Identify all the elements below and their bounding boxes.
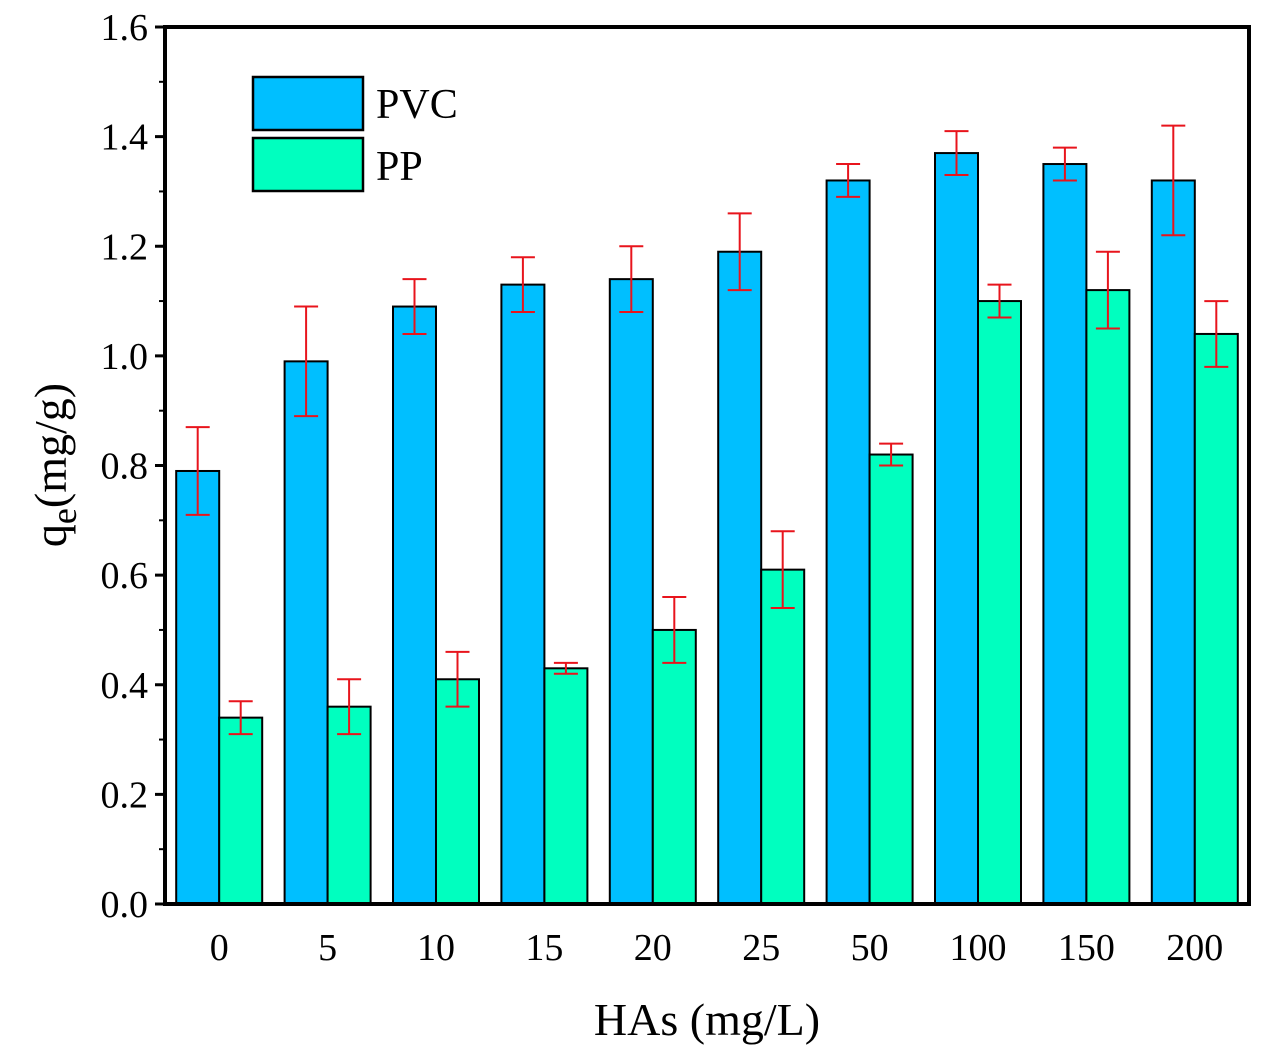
error-bar-pvc-50 [836, 163, 861, 198]
x-tick-label: 20 [634, 927, 672, 969]
y-tick-label: 1.2 [101, 226, 149, 268]
error-bar-pvc-0 [185, 426, 210, 516]
bar-pvc-15 [500, 283, 546, 905]
bar-pvc-5 [283, 360, 329, 905]
y-tick-label: 1.0 [101, 336, 149, 378]
y-tick-label: 1.6 [101, 7, 149, 49]
error-bar-pp-150 [1095, 250, 1120, 330]
error-bar-pp-25 [770, 530, 795, 610]
error-bar-pp-15 [553, 661, 578, 675]
error-bar-pvc-200 [1161, 124, 1186, 237]
x-tick-label: 50 [851, 927, 889, 969]
y-tick-label: 0.4 [101, 665, 149, 707]
y-tick-label: 0.2 [101, 774, 149, 816]
y-axis-title-subscript: e [44, 508, 84, 524]
y-axis-title: qe(mg/g) [25, 383, 84, 547]
legend-swatch-pp [251, 136, 365, 193]
legend-swatch-pvc [251, 75, 365, 132]
error-bar-pp-200 [1204, 300, 1229, 368]
bar-pp-200 [1193, 332, 1239, 905]
x-tick-label: 100 [950, 927, 1007, 969]
svg-text:qe(mg/g): qe(mg/g) [25, 383, 84, 547]
y-tick-label: 0.8 [101, 446, 149, 488]
bar-pp-100 [977, 300, 1022, 905]
bar-pp-50 [868, 453, 914, 905]
bar-pvc-25 [717, 250, 763, 905]
bar-pvc-50 [825, 179, 871, 906]
x-tick-label: 200 [1166, 927, 1223, 969]
y-axis-title-unit: (mg/g) [25, 383, 76, 508]
error-bar-pp-50 [879, 442, 904, 467]
bar-pp-10 [435, 678, 480, 905]
error-bar-pp-5 [337, 678, 362, 736]
error-bar-pvc-25 [727, 212, 752, 292]
error-bar-pp-0 [228, 700, 253, 736]
error-bars-layer [185, 124, 1229, 736]
bar-pvc-20 [608, 278, 654, 905]
error-bar-pp-20 [662, 596, 687, 664]
bar-pp-5 [326, 705, 372, 905]
y-axis-title-main: q [25, 524, 76, 547]
legend: PVC PP [251, 75, 458, 193]
y-tick-label: 0.0 [101, 884, 149, 926]
error-bar-pvc-10 [402, 278, 427, 335]
legend-label-pvc: PVC [376, 82, 458, 128]
error-bar-pp-100 [987, 283, 1012, 319]
x-axis: 0 5 10 15 20 25 50 100 150 200 [210, 927, 1224, 969]
bar-pvc-0 [175, 469, 221, 905]
bar-pp-150 [1085, 289, 1131, 906]
bar-pvc-150 [1042, 163, 1088, 905]
bar-pp-15 [543, 667, 589, 906]
error-bar-pvc-15 [510, 256, 535, 314]
error-bar-pvc-150 [1052, 146, 1077, 182]
bars-layer [175, 152, 1239, 906]
bar-pp-20 [651, 628, 697, 905]
bar-pvc-200 [1150, 179, 1196, 906]
x-tick-label: 15 [525, 927, 563, 969]
error-bar-pvc-100 [944, 130, 969, 176]
x-tick-label: 150 [1058, 927, 1115, 969]
bar-pp-25 [760, 568, 806, 905]
bar-pp-0 [218, 716, 264, 906]
x-tick-label: 25 [742, 927, 780, 969]
legend-label-pp: PP [376, 144, 423, 190]
y-axis: 0.0 0.2 0.4 0.6 0.8 1.0 1.2 1.4 1.6 [101, 7, 165, 926]
error-bar-pvc-20 [619, 245, 644, 314]
error-bar-pvc-5 [294, 305, 319, 418]
x-tick-label: 0 [210, 927, 229, 969]
x-axis-title: HAs (mg/L) [594, 994, 820, 1045]
bar-pvc-10 [392, 305, 437, 905]
x-tick-label: 5 [318, 927, 337, 969]
y-tick-label: 1.4 [101, 117, 149, 159]
x-tick-label: 10 [417, 927, 455, 969]
error-bar-pp-10 [445, 650, 470, 708]
bar-pvc-100 [934, 152, 979, 906]
y-tick-label: 0.6 [101, 555, 149, 597]
